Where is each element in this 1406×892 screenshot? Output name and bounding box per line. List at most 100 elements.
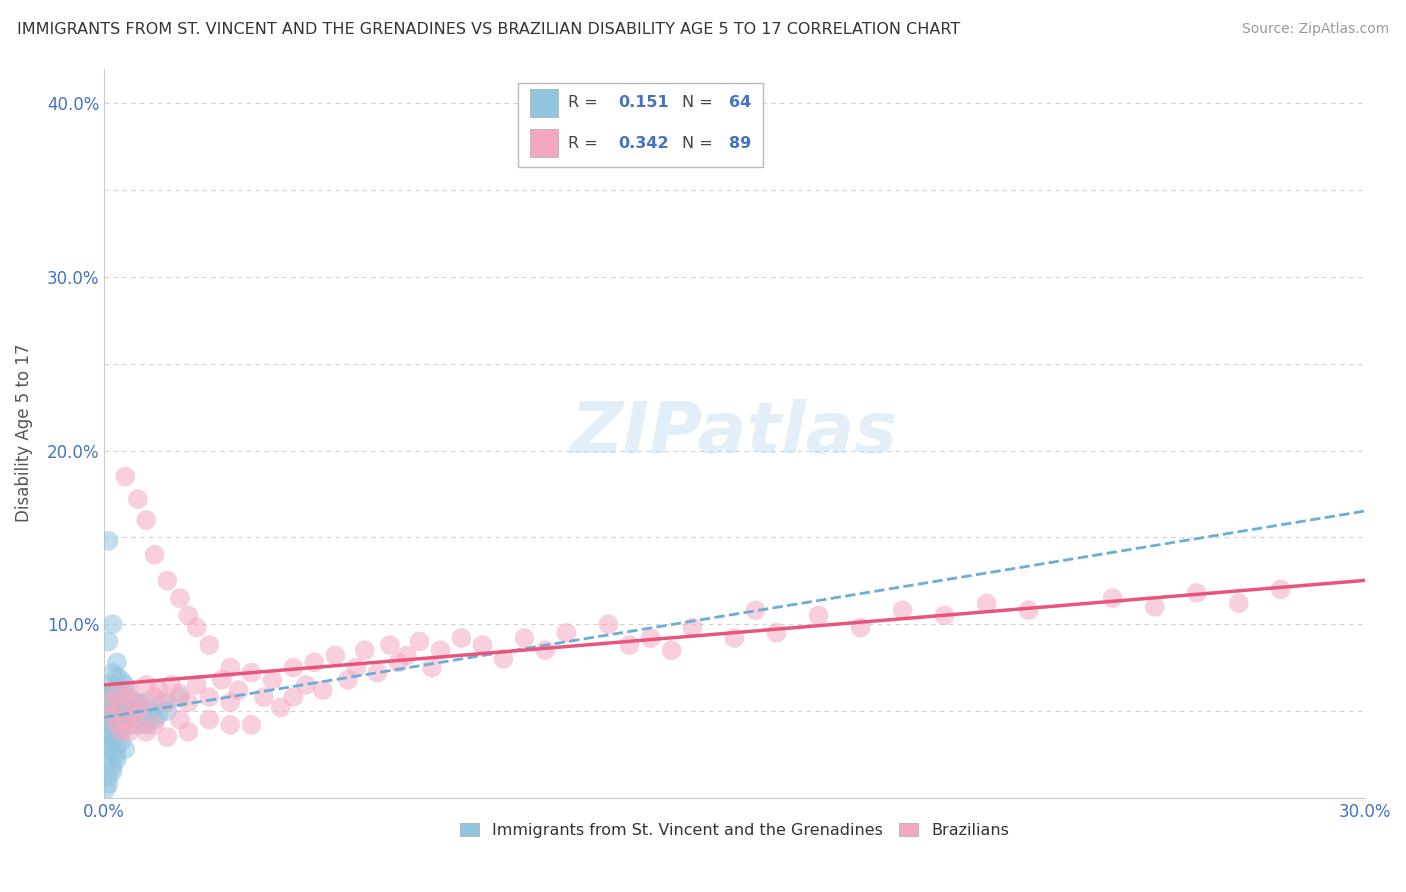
Point (169, 713, 191, 727)
Point (127, 718, 149, 732)
Point (169, 690, 191, 704)
Text: N =: N = (682, 95, 713, 111)
Point (97, 695, 120, 709)
Point (105, 695, 128, 709)
Point (114, 678, 136, 692)
Point (105, 687, 128, 701)
Point (353, 643, 375, 657)
Point (744, 603, 766, 617)
Text: N =: N = (682, 136, 713, 151)
Point (101, 690, 124, 704)
Point (101, 617, 124, 632)
Point (101, 722, 124, 736)
Point (143, 690, 166, 704)
Point (408, 634, 430, 648)
Text: R =: R = (568, 95, 598, 111)
FancyBboxPatch shape (530, 129, 558, 157)
Point (198, 690, 221, 704)
Point (148, 683, 170, 698)
Point (97, 777, 120, 791)
Point (186, 678, 208, 692)
Text: R =: R = (568, 136, 598, 151)
Point (97, 724, 120, 739)
Point (135, 695, 157, 709)
Legend: Immigrants from St. Vincent and the Grenadines, Brazilians: Immigrants from St. Vincent and the Gren… (454, 816, 1015, 845)
Point (152, 695, 174, 709)
Point (177, 695, 200, 709)
Point (96, 782, 118, 797)
Text: 0.151: 0.151 (619, 95, 669, 111)
Point (325, 648, 347, 663)
Point (101, 764, 124, 779)
Point (118, 707, 141, 722)
Point (101, 730, 124, 744)
Point (219, 718, 242, 732)
Point (105, 713, 128, 727)
Point (110, 707, 132, 722)
FancyBboxPatch shape (517, 83, 763, 167)
Point (105, 683, 128, 698)
Point (105, 739, 128, 753)
Point (101, 665, 124, 680)
Point (211, 673, 233, 687)
Point (105, 656, 128, 670)
Point (97, 739, 120, 753)
Text: ZIPatlas: ZIPatlas (571, 399, 898, 467)
Point (114, 742, 136, 756)
Point (135, 513, 157, 527)
Point (240, 665, 263, 680)
Point (97, 704, 120, 718)
Text: 64: 64 (730, 95, 752, 111)
Point (1185, 586, 1208, 600)
Point (97, 687, 120, 701)
Point (344, 660, 367, 674)
Text: Source: ZipAtlas.com: Source: ZipAtlas.com (1241, 22, 1389, 37)
Point (97, 695, 120, 709)
Point (283, 690, 305, 704)
Point (114, 469, 136, 483)
Y-axis label: Disability Age 5 to 17: Disability Age 5 to 17 (15, 344, 32, 523)
Point (110, 683, 132, 698)
Point (105, 669, 128, 683)
Point (378, 638, 401, 652)
Point (101, 730, 124, 744)
Text: IMMIGRANTS FROM ST. VINCENT AND THE GRENADINES VS BRAZILIAN DISABILITY AGE 5 TO : IMMIGRANTS FROM ST. VINCENT AND THE GREN… (17, 22, 960, 37)
Point (101, 747, 124, 762)
Point (198, 638, 221, 652)
Point (110, 724, 132, 739)
Point (640, 631, 662, 645)
Point (934, 608, 956, 623)
Text: 89: 89 (730, 136, 752, 151)
Point (395, 648, 418, 663)
Point (177, 724, 200, 739)
Point (1143, 599, 1166, 614)
Point (366, 665, 388, 680)
Point (177, 608, 200, 623)
Point (100, 700, 122, 714)
Point (97, 742, 120, 756)
Point (169, 591, 191, 606)
Point (156, 704, 179, 718)
Point (304, 656, 326, 670)
Point (114, 695, 136, 709)
Point (100, 718, 122, 732)
Point (240, 718, 263, 732)
Point (105, 747, 128, 762)
Point (114, 713, 136, 727)
Point (143, 713, 166, 727)
Point (135, 724, 157, 739)
Point (127, 695, 149, 709)
Point (127, 492, 149, 507)
Point (118, 724, 141, 739)
Point (156, 730, 179, 744)
Point (619, 638, 641, 652)
Point (513, 631, 536, 645)
Point (160, 678, 183, 692)
Point (807, 608, 830, 623)
Point (101, 687, 124, 701)
Point (682, 621, 704, 635)
Point (104, 700, 127, 714)
Point (186, 621, 208, 635)
Point (118, 683, 141, 698)
Point (105, 753, 128, 767)
